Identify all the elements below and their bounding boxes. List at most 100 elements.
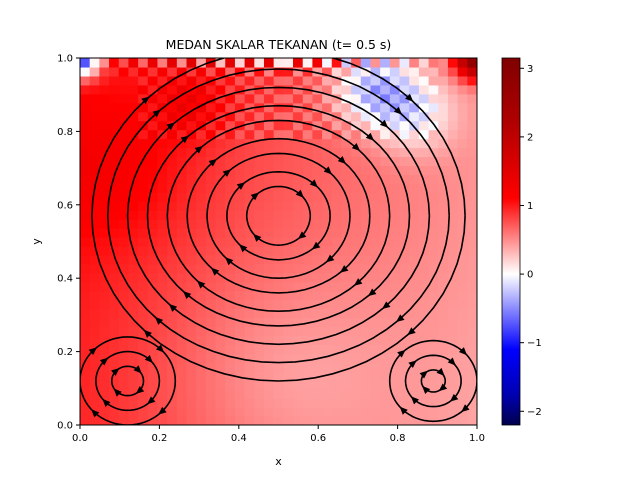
heatmap-cell [467,290,477,301]
heatmap-cell [399,210,410,220]
heatmap-cell [244,344,255,354]
heatmap-cell [331,183,343,193]
heatmap-cell [205,120,217,131]
heatmap-cell [254,75,265,86]
heatmap-cell [167,272,178,283]
heatmap-cell [109,129,120,140]
heatmap-cell [80,308,91,319]
heatmap-cell [244,416,255,425]
heatmap-cell [225,156,236,167]
heatmap-cell [196,66,207,77]
heatmap-cell [225,219,236,229]
heatmap-cell [128,371,139,381]
heatmap-cell [244,165,255,175]
heatmap-cell [147,407,159,417]
heatmap-cell [186,344,197,354]
heatmap-cell [293,192,304,202]
heatmap-cell [409,389,420,399]
heatmap-cell [147,102,159,113]
streamline-arrow [180,135,190,144]
heatmap-cell [147,147,159,158]
heatmap-cell [302,299,313,310]
heatmap-cell [389,93,401,104]
heatmap-cell [99,183,110,193]
velocity-streamlines [80,58,477,425]
heatmap-cell [293,237,304,247]
heatmap-cell [80,201,91,211]
heatmap-cell [312,389,323,399]
heatmap-cell [331,66,343,77]
heatmap-cell [128,93,139,104]
heatmap-cell [205,228,217,238]
heatmap-cell [447,407,459,417]
heatmap-cell [215,66,226,77]
heatmap-cell [331,317,343,328]
heatmap-cell [389,380,401,390]
heatmap-cell [302,75,313,86]
heatmap-cell [128,219,139,229]
heatmap-cell [186,299,197,310]
heatmap-cell [80,102,91,113]
heatmap-cell [80,290,91,301]
heatmap-cell [99,263,110,274]
heatmap-cell [118,416,130,425]
heatmap-cell [447,201,459,211]
heatmap-cell [205,174,217,184]
heatmap-cell [293,165,304,175]
heatmap-cell [234,308,246,319]
heatmap-cell [167,317,178,328]
streamline [166,119,391,313]
heatmap-cell [196,237,207,247]
heatmap-cell [380,58,391,68]
heatmap-cell [293,353,304,363]
heatmap-cell [128,398,139,408]
streamline-arrow [166,122,175,131]
heatmap-cell [467,371,477,381]
heatmap-cell [80,326,91,337]
heatmap-cell [234,407,246,417]
heatmap-cell [360,299,372,310]
heatmap-cell [312,237,323,247]
heatmap-cell [225,344,236,354]
heatmap-cell [447,93,459,104]
heatmap-cell [128,308,139,319]
heatmap-cell [138,237,149,247]
heatmap-cell [447,254,459,265]
heatmap-cell [254,219,265,229]
heatmap-cell [89,147,100,158]
heatmap-cell [128,183,139,193]
heatmap-cell [322,66,333,77]
heatmap-cell [99,156,110,167]
heatmap-cell [157,245,168,256]
heatmap-cell [89,317,100,328]
heatmap-cell [176,344,188,354]
heatmap-cell [225,335,236,346]
heatmap-cell [273,335,284,346]
heatmap-cell [322,156,333,167]
heatmap-cell [341,66,352,77]
heatmap-cell [205,317,217,328]
heatmap-cell [215,156,226,167]
heatmap-cell [370,129,381,140]
heatmap-cell [457,165,468,175]
heatmap-cell [118,147,130,158]
heatmap-cell [370,353,381,363]
heatmap-cell [322,290,333,301]
heatmap-cell [128,165,139,175]
heatmap-cell [399,416,410,425]
heatmap-cell [302,111,313,122]
heatmap-cell [263,228,275,238]
heatmap-cell [157,58,168,68]
heatmap-cell [322,75,333,86]
heatmap-cell [99,407,110,417]
heatmap-cell [283,281,294,292]
heatmap-cell [176,281,188,292]
streamline-arrow [156,344,165,353]
heatmap-cell [341,237,352,247]
heatmap-cell [447,156,459,167]
heatmap-cell [447,84,459,95]
heatmap-cell [254,272,265,283]
heatmap-cell [409,219,420,229]
heatmap-cell [147,416,159,425]
heatmap-cell [283,75,294,86]
